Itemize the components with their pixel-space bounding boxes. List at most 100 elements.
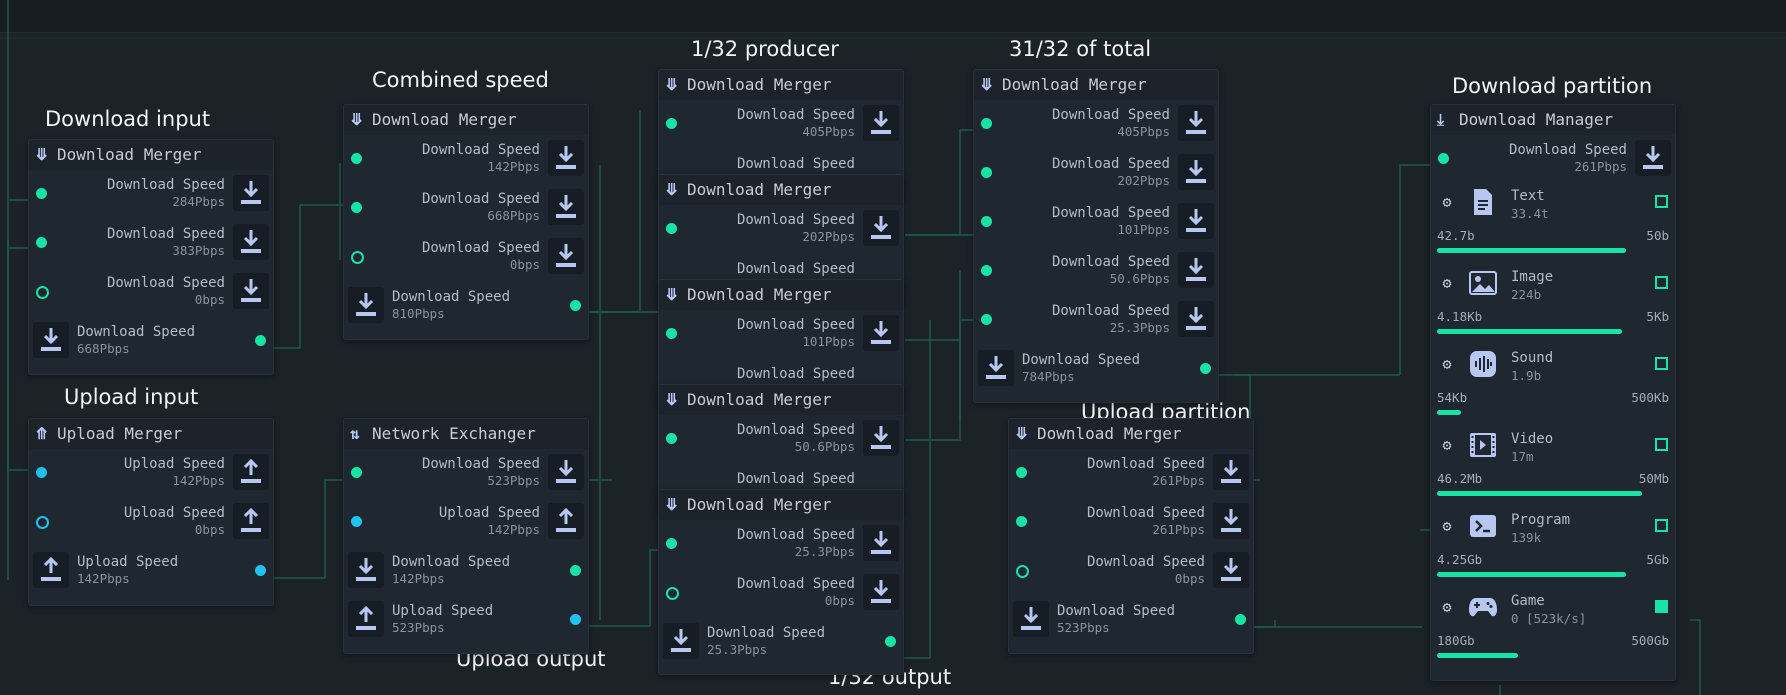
gear-icon[interactable]: ⚙ <box>1442 517 1452 535</box>
input-slot[interactable]: Download Speed 383Pbps <box>29 219 273 268</box>
input-slot[interactable]: Download Speed <box>659 254 903 303</box>
input-slot[interactable]: Download Speed 284Pbps <box>29 170 273 219</box>
input-port[interactable] <box>981 167 992 178</box>
node-network-exchanger[interactable]: ⇅ Network Exchanger Download Speed 523Pbps… <box>343 418 589 654</box>
input-port[interactable] <box>1016 516 1027 527</box>
input-slot[interactable]: Download Speed 142Pbps <box>344 135 588 184</box>
input-port-empty[interactable] <box>36 286 49 299</box>
category-image[interactable]: ⚙ Image 224b 4.18Kb 5Kb <box>1431 265 1675 346</box>
input-port-empty[interactable] <box>351 251 364 264</box>
node-header[interactable]: ⤋ Download Merger <box>659 175 903 205</box>
input-slot[interactable]: Download Speed 25.3Pbps <box>659 520 903 569</box>
output-port[interactable] <box>1235 614 1246 625</box>
gear-icon[interactable]: ⚙ <box>1442 598 1452 616</box>
input-port[interactable] <box>1016 467 1027 478</box>
input-port[interactable] <box>36 188 47 199</box>
category-checkbox[interactable] <box>1655 195 1668 208</box>
category-program[interactable]: ⚙ Program 139k 4.25Gb 5Gb <box>1431 508 1675 589</box>
output-slot[interactable]: Upload Speed 142Pbps <box>29 547 273 596</box>
output-slot[interactable]: Download Speed 25.3Pbps <box>659 618 903 667</box>
category-checkbox[interactable] <box>1655 357 1668 370</box>
category-checkbox[interactable] <box>1655 276 1668 289</box>
input-slot[interactable]: Download Speed 668Pbps <box>344 184 588 233</box>
input-slot[interactable]: Upload Speed 142Pbps <box>344 498 588 547</box>
category-checkbox[interactable] <box>1655 519 1668 532</box>
input-slot[interactable]: Upload Speed 0bps <box>29 498 273 547</box>
node-header[interactable]: ⤋ Download Merger <box>29 140 273 170</box>
input-slot[interactable]: Download Speed <box>659 359 903 408</box>
output-slot[interactable]: Download Speed 142Pbps <box>344 547 588 596</box>
node-header[interactable]: ⤋ Download Merger <box>659 490 903 520</box>
output-port[interactable] <box>255 335 266 346</box>
category-checkbox-checked[interactable] <box>1655 600 1668 613</box>
input-slot[interactable]: Download Speed 405Pbps <box>974 100 1218 149</box>
input-port-empty[interactable] <box>1016 565 1029 578</box>
input-port-empty[interactable] <box>666 587 679 600</box>
category-text[interactable]: ⚙ Text 33.4t 42.7b 50b <box>1431 184 1675 265</box>
node-upload-merger[interactable]: ⤊ Upload Merger Upload Speed 142Pbps Uploa… <box>28 418 274 606</box>
node-header[interactable]: ⤊ Upload Merger <box>29 419 273 449</box>
input-slot[interactable]: Download Speed 261Pbps <box>1009 449 1253 498</box>
input-slot[interactable]: Download Speed 0bps <box>659 569 903 618</box>
input-port[interactable] <box>36 237 47 248</box>
gear-icon[interactable]: ⚙ <box>1442 436 1452 454</box>
node-download-merger-stack-5[interactable]: ⤋ Download Merger Download Speed 25.3Pbps … <box>658 489 904 675</box>
node-header[interactable]: ⤋ Download Merger <box>1009 419 1253 449</box>
input-slot[interactable]: Download Speed 0bps <box>344 233 588 282</box>
category-video[interactable]: ⚙ Video 17m 46.2Mb 50Mb <box>1431 427 1675 508</box>
gear-icon[interactable]: ⚙ <box>1442 193 1452 211</box>
input-port[interactable] <box>981 265 992 276</box>
input-slot[interactable]: Download Speed 202Pbps <box>974 149 1218 198</box>
output-port[interactable] <box>570 614 581 625</box>
input-slot[interactable]: Download Speed <box>659 149 903 198</box>
input-slot[interactable]: Download Speed 0bps <box>1009 547 1253 596</box>
node-header[interactable]: ⤋ Download Merger <box>974 70 1218 100</box>
node-download-merger-partition[interactable]: ⤋ Download Merger Download Speed 261Pbps D… <box>1008 418 1254 654</box>
node-header[interactable]: ⤋ Download Merger <box>659 385 903 415</box>
output-port[interactable] <box>570 565 581 576</box>
input-port[interactable] <box>351 516 362 527</box>
category-checkbox[interactable] <box>1655 438 1668 451</box>
gear-icon[interactable]: ⚙ <box>1442 355 1452 373</box>
input-slot[interactable]: Upload Speed 142Pbps <box>29 449 273 498</box>
category-sound[interactable]: ⚙ Sound 1.9b 54Kb 500Kb <box>1431 346 1675 427</box>
input-port[interactable] <box>981 216 992 227</box>
output-slot[interactable]: Download Speed 668Pbps <box>29 317 273 366</box>
input-port[interactable] <box>351 153 362 164</box>
input-slot[interactable]: Download Speed 523Pbps <box>344 449 588 498</box>
node-header[interactable]: ⤋ Download Merger <box>659 70 903 100</box>
input-slot[interactable]: Download Speed 261Pbps <box>1009 498 1253 547</box>
output-slot[interactable]: Download Speed 810Pbps <box>344 282 588 331</box>
input-port[interactable] <box>1438 153 1449 164</box>
input-slot[interactable]: Download Speed 0bps <box>29 268 273 317</box>
input-port[interactable] <box>351 467 362 478</box>
input-slot[interactable]: Download Speed 405Pbps <box>659 100 903 149</box>
input-port[interactable] <box>666 223 677 234</box>
output-port[interactable] <box>570 300 581 311</box>
input-port[interactable] <box>981 118 992 129</box>
input-port[interactable] <box>666 538 677 549</box>
output-slot[interactable]: Upload Speed 523Pbps <box>344 596 588 645</box>
output-port[interactable] <box>255 565 266 576</box>
input-slot[interactable]: Download Speed 50.6Pbps <box>974 247 1218 296</box>
input-port[interactable] <box>666 328 677 339</box>
node-download-manager[interactable]: ⤓ Download Manager Download Speed 261Pbps … <box>1430 104 1676 681</box>
node-download-merger-total[interactable]: ⤋ Download Merger Download Speed 405Pbps D… <box>973 69 1219 403</box>
output-slot[interactable]: Download Speed 523Pbps <box>1009 596 1253 645</box>
input-slot[interactable]: Download Speed 261Pbps <box>1431 135 1675 184</box>
category-game[interactable]: ⚙ Game 0 [523k/s] 180Gb 500Gb <box>1431 589 1675 670</box>
input-port-empty[interactable] <box>36 516 49 529</box>
input-slot[interactable]: Download Speed 101Pbps <box>659 310 903 359</box>
gear-icon[interactable]: ⚙ <box>1442 274 1452 292</box>
node-header[interactable]: ⇅ Network Exchanger <box>344 419 588 449</box>
input-port[interactable] <box>351 202 362 213</box>
input-slot[interactable]: Download Speed 50.6Pbps <box>659 415 903 464</box>
input-port[interactable] <box>981 314 992 325</box>
input-slot[interactable]: Download Speed 25.3Pbps <box>974 296 1218 345</box>
node-download-merger-combined[interactable]: ⤋ Download Merger Download Speed 142Pbps D… <box>343 104 589 340</box>
input-port[interactable] <box>666 433 677 444</box>
input-slot[interactable]: Download Speed 202Pbps <box>659 205 903 254</box>
node-header[interactable]: ⤋ Download Merger <box>659 280 903 310</box>
output-port[interactable] <box>1200 363 1211 374</box>
node-download-merger-input[interactable]: ⤋ Download Merger Download Speed 284Pbps D… <box>28 139 274 375</box>
